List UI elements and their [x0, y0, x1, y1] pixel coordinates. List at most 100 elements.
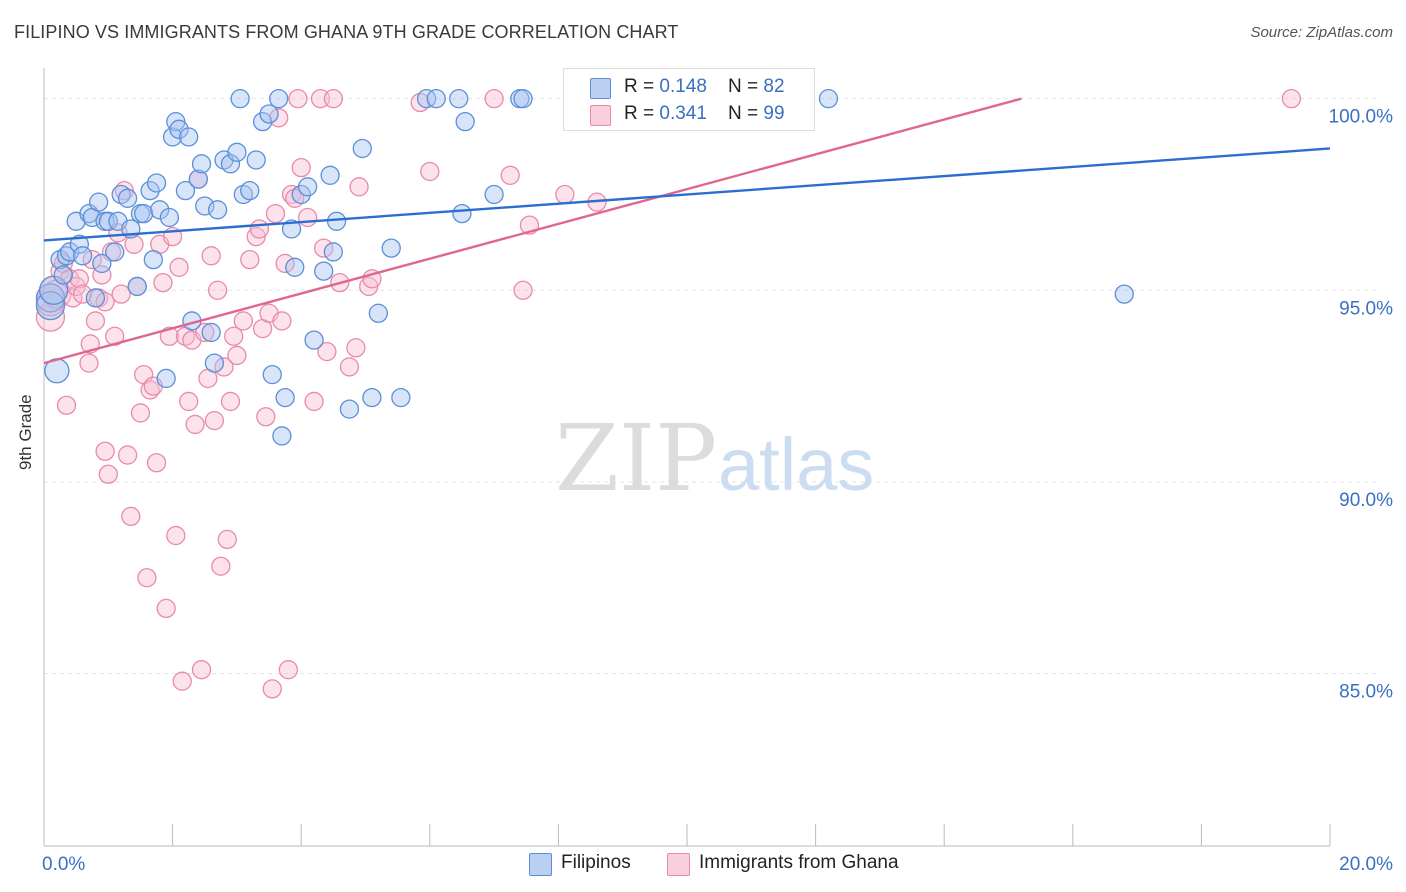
- ghana-point: [191, 660, 212, 680]
- filipino-point: [281, 219, 302, 239]
- ghana-point: [291, 157, 311, 178]
- ghana-point: [111, 284, 131, 304]
- filipino-point: [285, 257, 305, 277]
- ghana-point: [156, 598, 176, 619]
- ghana-point: [265, 203, 286, 224]
- ghana-point: [339, 357, 360, 377]
- filipino-point: [304, 330, 324, 350]
- filipino-point: [452, 203, 472, 224]
- ghana-point: [317, 341, 337, 362]
- ghana-point: [217, 529, 237, 550]
- filipino-point: [818, 89, 839, 109]
- ghana-point: [207, 280, 228, 300]
- y-tick-label: 100.0%: [1329, 107, 1394, 128]
- filipino-point: [169, 119, 189, 139]
- ghana-point: [227, 345, 247, 366]
- filipino-point: [1114, 284, 1134, 304]
- ghana-trend-line: [43, 97, 1022, 365]
- filipino-point: [230, 89, 250, 109]
- ghana-point: [314, 238, 334, 258]
- filipino-point: [159, 207, 180, 228]
- ghana-point: [240, 249, 260, 270]
- legend-n-value: 82: [763, 76, 785, 97]
- watermark-zip: ZIP: [555, 405, 717, 512]
- source-credit: Source: ZipAtlas.com: [1250, 24, 1393, 41]
- ghana-point: [172, 671, 192, 691]
- filipino-point: [191, 154, 212, 174]
- filipino-point: [246, 150, 266, 170]
- filipino-point: [314, 261, 334, 281]
- legend-label-filipinos: Filipinos: [561, 852, 631, 873]
- ghana-point: [92, 265, 112, 285]
- filipino-point: [69, 234, 90, 254]
- ghana-point: [179, 391, 199, 412]
- ghana-point: [304, 391, 324, 412]
- ghana-point: [420, 161, 440, 182]
- ghana-point: [153, 272, 173, 293]
- ghana-point: [124, 234, 144, 254]
- y-tick-label: 85.0%: [1339, 682, 1393, 703]
- legend-text-filipinos: R = 0.148 N = 82: [624, 76, 785, 97]
- filipino-point: [207, 200, 228, 220]
- legend-swatch-pink: [590, 105, 611, 126]
- ghana-point: [130, 403, 151, 423]
- ghana-point: [275, 253, 295, 274]
- filipino-point: [339, 399, 360, 419]
- watermark-atlas: atlas: [718, 423, 874, 506]
- ghana-point: [500, 165, 520, 185]
- y-axis-label: 9th Grade: [16, 394, 35, 470]
- filipino-point: [134, 203, 154, 224]
- filipino-point: [455, 112, 475, 132]
- filipino-point: [188, 169, 208, 189]
- filipino-point: [53, 265, 73, 285]
- filipino-trend-line: [43, 147, 1331, 242]
- correlation-legend: R = 0.148 N = 82 R = 0.341 N = 99: [563, 68, 815, 131]
- ghana-point: [159, 326, 180, 346]
- legend-r-value: 0.148: [659, 76, 707, 97]
- chart-title: FILIPINO VS IMMIGRANTS FROM GHANA 9TH GR…: [14, 22, 679, 42]
- ghana-point: [278, 660, 298, 680]
- ghana-point: [1281, 89, 1302, 109]
- filipino-point: [156, 368, 176, 389]
- ghana-point: [220, 391, 241, 412]
- filipino-point: [269, 89, 289, 109]
- filipino-point: [326, 211, 347, 231]
- ghana-points: [35, 89, 1302, 699]
- legend-text-ghana: R = 0.341 N = 99: [624, 103, 785, 124]
- ghana-point: [214, 357, 234, 377]
- ghana-point: [95, 292, 115, 312]
- filipino-point: [323, 242, 344, 262]
- filipino-point: [117, 188, 138, 208]
- filipino-point: [146, 173, 167, 193]
- ghana-point: [121, 506, 141, 527]
- ghana-point: [249, 219, 270, 239]
- filipino-point: [275, 387, 295, 408]
- filipino-point: [381, 238, 401, 258]
- legend-swatch-pink: [667, 853, 690, 876]
- ghana-point: [56, 395, 77, 415]
- legend-n-value: 99: [763, 103, 785, 124]
- filipino-points: [35, 89, 1134, 446]
- filipino-point: [175, 180, 196, 201]
- x-tick-label: 20.0%: [1339, 854, 1393, 875]
- ghana-point: [195, 322, 215, 343]
- ghana-point: [117, 445, 138, 465]
- ghana-point: [211, 556, 231, 576]
- ghana-point: [224, 326, 244, 346]
- ghana-point: [346, 338, 366, 358]
- filipino-point: [259, 104, 279, 124]
- filipino-point: [227, 142, 247, 162]
- ghana-point: [555, 184, 575, 205]
- ghana-point: [297, 207, 318, 228]
- filipino-point: [204, 353, 225, 373]
- ghana-point: [349, 177, 369, 197]
- filipino-point: [297, 177, 318, 197]
- filipino-point: [272, 426, 292, 446]
- filipino-point: [262, 364, 282, 385]
- filipino-point: [240, 180, 260, 201]
- filipino-point: [35, 290, 66, 321]
- filipino-point: [127, 276, 147, 297]
- filipino-point: [320, 165, 340, 185]
- ghana-point: [166, 525, 186, 546]
